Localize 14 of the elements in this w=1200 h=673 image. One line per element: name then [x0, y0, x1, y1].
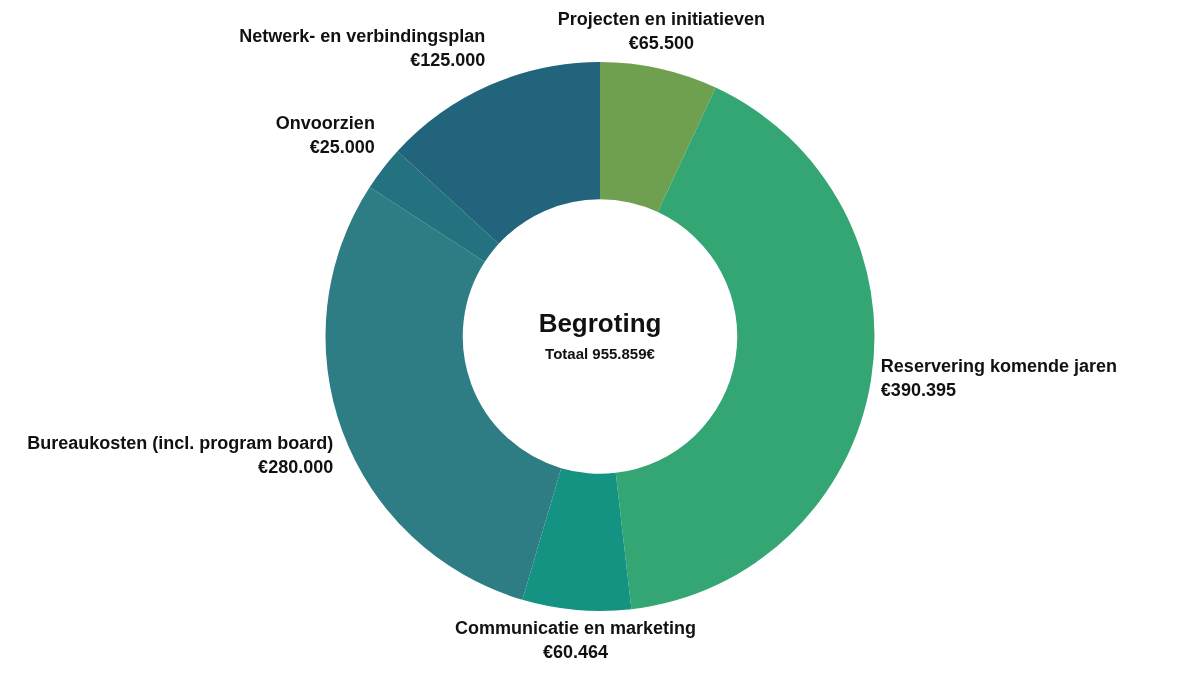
- data-label: €60.464: [543, 641, 609, 662]
- data-label: €25.000: [309, 136, 375, 157]
- text: Totaal 955.859€: [545, 344, 656, 362]
- data-label: €280.000: [258, 457, 334, 478]
- slice-label: Reservering komende jaren: [880, 355, 1117, 376]
- slice-label: Netwerk- en verbindingsplan: [239, 26, 486, 47]
- data-label: €65.500: [628, 32, 694, 53]
- data-label: €390.395: [880, 379, 956, 400]
- slice-label: Bureaukosten (incl. program board): [27, 433, 334, 454]
- slice-label: Onvoorzien: [275, 112, 375, 133]
- text: Begroting: [538, 307, 662, 338]
- slice-label: Communicatie en marketing: [455, 617, 697, 638]
- slice-label: Projecten en initiatieven: [557, 8, 765, 29]
- data-label: €125.000: [410, 50, 486, 71]
